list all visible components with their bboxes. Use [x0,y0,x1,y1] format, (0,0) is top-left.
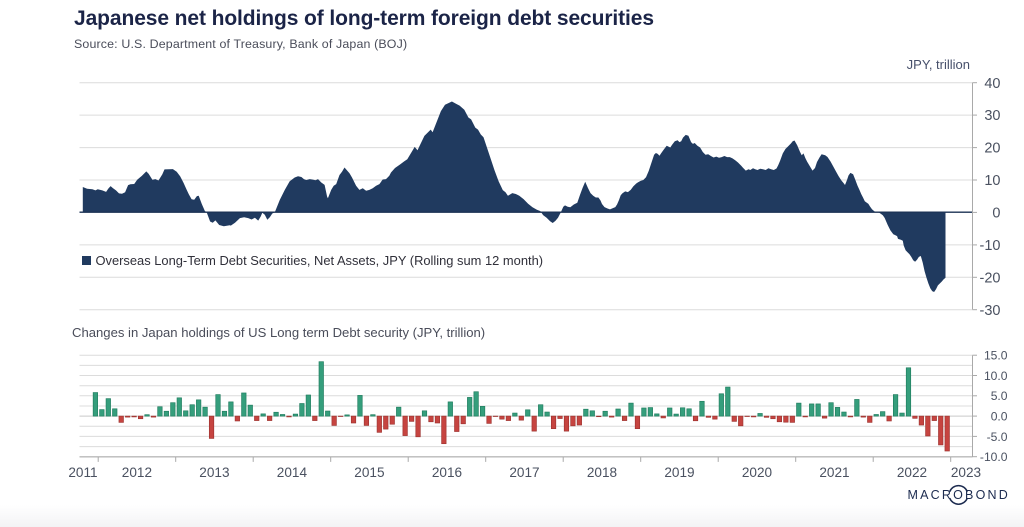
svg-text:40: 40 [984,76,1000,92]
svg-text:2017: 2017 [509,465,539,480]
svg-text:0.0: 0.0 [991,410,1008,424]
svg-text:0: 0 [992,206,1000,222]
svg-text:10: 10 [984,173,1000,189]
svg-text:2020: 2020 [742,465,773,480]
svg-text:10.0: 10.0 [984,369,1008,383]
svg-text:-5.0: -5.0 [987,430,1008,444]
svg-text:2019: 2019 [664,465,694,480]
svg-text:2016: 2016 [432,465,462,480]
svg-text:2021: 2021 [819,465,849,480]
svg-text:30: 30 [984,108,1000,124]
svg-text:2012: 2012 [122,465,152,480]
svg-text:20: 20 [984,141,1000,157]
svg-text:-10.0: -10.0 [980,450,1008,464]
svg-text:2011: 2011 [68,465,97,480]
svg-text:2015: 2015 [354,465,384,480]
svg-text:2014: 2014 [277,465,308,480]
svg-text:15.0: 15.0 [984,349,1008,363]
svg-text:-10: -10 [980,238,1001,254]
svg-text:2023: 2023 [951,465,981,480]
svg-text:5.0: 5.0 [991,389,1008,403]
svg-text:2022: 2022 [897,465,927,480]
svg-text:-20: -20 [980,270,1001,286]
svg-text:2018: 2018 [587,465,617,480]
svg-text:-30: -30 [980,303,1001,319]
svg-text:2013: 2013 [199,465,229,480]
